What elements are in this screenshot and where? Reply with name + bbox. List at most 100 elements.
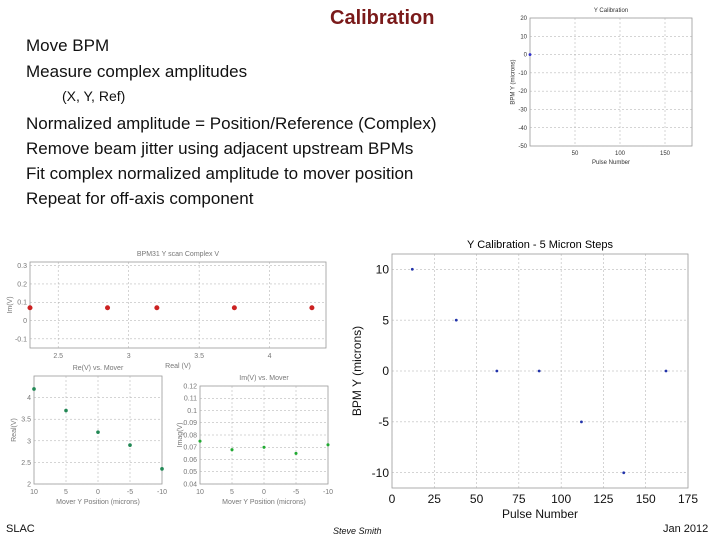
plot-frame <box>529 17 693 147</box>
x-tick-label: 150 <box>660 151 671 157</box>
y-tick-label: 3 <box>27 438 31 445</box>
x-tick-label: 50 <box>470 492 484 506</box>
y-tick-label: 0.2 <box>17 281 27 288</box>
x-tick-label: 150 <box>636 492 656 506</box>
x-tick-label: 0 <box>389 492 396 506</box>
y-tick-label: 0.09 <box>183 420 197 427</box>
data-point <box>410 267 414 271</box>
y-tick-label: 0 <box>524 53 528 59</box>
data-point <box>128 443 132 447</box>
y-tick-label: 20 <box>520 16 527 22</box>
chart-imag-vs-mover: 10 5 0 -5 -10 0.04 0.05 0.06 0.07 0.08 0.09 0.1 0.11… <box>177 375 333 506</box>
data-point <box>96 430 100 434</box>
data-point <box>664 369 668 373</box>
y-axis-label: BPM Y (microns) <box>350 326 364 416</box>
bullet-move-bpm: Move BPM <box>26 36 110 55</box>
x-tick-label: -5 <box>127 489 133 496</box>
x-tick-label: 3.5 <box>194 353 204 360</box>
chart-title: Im(V) vs. Mover <box>239 375 289 382</box>
data-point <box>27 305 33 311</box>
bullet-subitem: (X, Y, Ref) <box>62 88 126 104</box>
chart-real-vs-mover: 10 5 0 -5 -10 2 2.5 3 3.5 4 Re(V) vs. Mover Mover Y… <box>11 365 167 506</box>
x-tick-label: 10 <box>30 489 38 496</box>
data-point <box>528 53 532 56</box>
data-point <box>64 408 68 413</box>
y-tick-label: 2 <box>27 481 31 488</box>
x-tick-label: 125 <box>593 492 613 506</box>
data-point <box>262 445 266 449</box>
x-tick-label: 100 <box>551 492 571 506</box>
y-tick-label: 0.1 <box>187 408 197 415</box>
data-point <box>622 471 626 475</box>
data-point <box>495 369 499 373</box>
data-point <box>537 369 541 373</box>
bullet-normalized: Normalized amplitude = Position/Referenc… <box>26 114 437 133</box>
y-tick-label: 0.06 <box>183 457 197 464</box>
x-tick-label: -10 <box>323 489 333 496</box>
footer-left: SLAC <box>6 523 35 535</box>
x-tick-label: 5 <box>230 489 234 496</box>
y-tick-label: -10 <box>518 71 527 77</box>
y-tick-label: 3.5 <box>21 417 31 424</box>
y-tick-label: 5 <box>382 313 389 327</box>
y-tick-label: 0.11 <box>184 396 197 403</box>
y-tick-label: 2.5 <box>21 460 31 467</box>
x-tick-label: 5 <box>64 489 68 496</box>
y-tick-label: 0.05 <box>183 469 197 476</box>
y-tick-label: 0.07 <box>183 445 197 452</box>
data-point <box>231 305 237 311</box>
y-axis-label: Imag(V) <box>177 423 184 448</box>
y-tick-label: 0.12 <box>183 383 197 390</box>
data-point <box>154 305 160 311</box>
footer-center: Steve Smith <box>333 526 382 536</box>
x-tick-label: 100 <box>615 151 626 157</box>
x-tick-label: 10 <box>196 489 204 496</box>
x-tick-label: 50 <box>572 151 579 157</box>
y-tick-label: 0.04 <box>183 481 197 488</box>
y-axis-label: BPM Y (microns) <box>510 59 516 104</box>
plot-frame <box>29 261 327 349</box>
data-point <box>309 305 315 311</box>
x-axis-label: Mover Y Position (microns) <box>222 499 306 506</box>
y-tick-label: -20 <box>518 89 527 95</box>
x-tick-label: 75 <box>512 492 526 506</box>
chart-title: BPM31 Y scan Complex V <box>137 251 220 258</box>
data-point <box>32 387 36 391</box>
y-tick-label: -30 <box>518 108 527 114</box>
y-tick-label: 0.3 <box>17 263 27 270</box>
y-tick-label: -10 <box>372 466 390 480</box>
chart-small-y-calibration: 50 100 150 -50 -40 -30 -20 -10 0 10 20 Y Calibratio… <box>510 8 693 166</box>
data-point <box>294 451 298 455</box>
chart-title: Y Calibration <box>594 8 628 14</box>
chart-title: Re(V) vs. Mover <box>73 365 124 372</box>
bullet-jitter: Remove beam jitter using adjacent upstre… <box>26 139 414 158</box>
x-axis-label: Pulse Number <box>502 507 578 521</box>
data-point <box>160 467 164 471</box>
x-tick-label: 2.5 <box>53 353 63 360</box>
y-tick-label: -40 <box>518 126 527 132</box>
x-tick-label: 3 <box>127 353 131 360</box>
x-axis-label: Pulse Number <box>592 160 630 166</box>
x-tick-label: -5 <box>293 489 299 496</box>
data-point <box>580 420 583 424</box>
slide-title: Calibration <box>330 7 435 29</box>
x-tick-label: 25 <box>428 492 442 506</box>
x-tick-label: -10 <box>157 489 167 496</box>
y-tick-label: 10 <box>376 262 390 276</box>
data-point <box>198 439 202 443</box>
footer-right: Jan 2012 <box>663 523 709 535</box>
y-axis-label: Im(V) <box>7 296 14 313</box>
bullet-fit: Fit complex normalized amplitude to move… <box>26 164 414 183</box>
x-axis-label: Mover Y Position (microns) <box>56 499 140 506</box>
x-tick-label: 175 <box>678 492 698 506</box>
y-tick-label: 0.08 <box>183 432 197 439</box>
data-point <box>454 318 458 322</box>
y-tick-label: 0.1 <box>17 300 27 307</box>
x-axis-label: Real (V) <box>165 363 191 370</box>
y-axis-label: Real(V) <box>11 418 18 442</box>
y-tick-label: -0.1 <box>15 336 27 343</box>
y-tick-label: 4 <box>27 395 31 402</box>
chart-title: Y Calibration - 5 Micron Steps <box>467 239 613 251</box>
